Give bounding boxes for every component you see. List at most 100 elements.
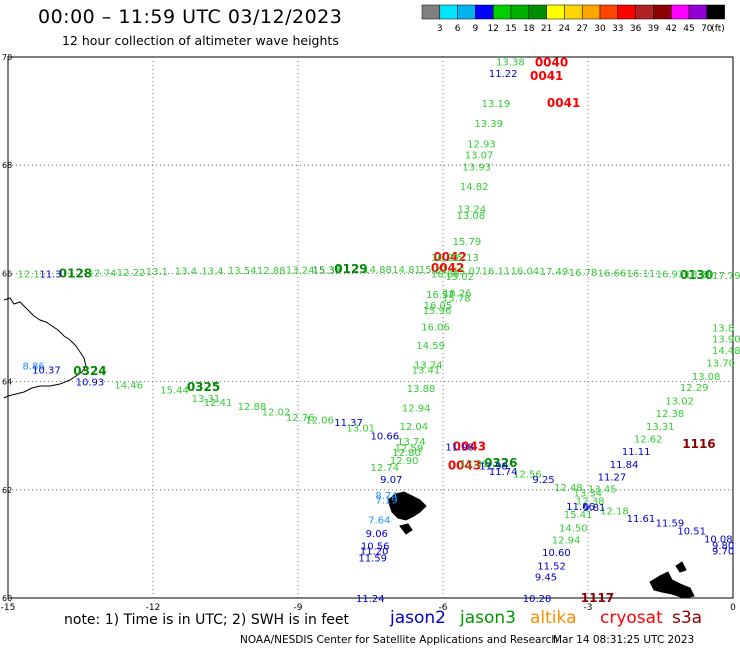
scale-swatch: [706, 4, 725, 20]
scale-tick-label: 33: [612, 24, 623, 34]
wave-height-label: 13.08: [457, 211, 486, 222]
wave-height-label: 10.08: [704, 534, 733, 545]
wave-height-label: 13.4: [201, 267, 223, 278]
coastlines: [3, 297, 695, 599]
wave-height-label: 9.80: [712, 541, 734, 552]
wave-height-label: 12.74: [88, 268, 117, 279]
wave-height-label: 11.3: [39, 269, 61, 280]
scale-tick-label: 24: [559, 24, 571, 34]
wave-height-label: 15.13: [450, 253, 479, 264]
wave-height-label: 12.09: [460, 459, 489, 470]
wave-height-label: 18.88: [685, 270, 714, 281]
wave-height-label: 11.11: [622, 447, 651, 458]
wave-height-label: 12.41: [204, 398, 233, 409]
wave-height-label: 13.74: [397, 437, 426, 448]
wave-height-label: 13.34: [574, 489, 603, 500]
pass-time-label: 0042: [433, 250, 466, 264]
lat-tick-label: 62: [2, 486, 12, 495]
wave-height-label: 16.93: [656, 269, 685, 280]
wave-height-label: 8.86: [23, 361, 45, 372]
wave-height-label: 14.82: [460, 182, 489, 193]
wave-height-label: 14.50: [559, 524, 588, 535]
pass-time-label: 0324: [73, 364, 106, 378]
wave-height-label: 10.66: [371, 432, 400, 443]
wave-height-label: 15.96: [423, 306, 452, 317]
wave-height-label: 11.27: [598, 472, 627, 483]
wave-height-label: 10.51: [677, 526, 706, 537]
wave-height-label: 8.74: [375, 491, 397, 502]
wave-height-label: 13.45: [588, 485, 617, 496]
pass-time-label: 0043: [448, 458, 481, 472]
pass-time-label: 1117: [581, 591, 614, 605]
wave-height-label: 14.48: [712, 346, 740, 357]
wave-height-label: 10.60: [542, 548, 571, 559]
scale-tick-label: 30: [594, 24, 606, 34]
wave-height-label: 12.29: [680, 383, 709, 394]
wave-height-label: 9.25: [532, 475, 554, 486]
wave-height-label: 13.08: [692, 372, 721, 383]
wave-height-label: 11.61: [627, 514, 656, 525]
wave-height-label: 16.89: [431, 269, 460, 280]
wave-height-label: 12.04: [400, 422, 429, 433]
wave-height-label: 11.98: [479, 461, 508, 472]
wave-height-label: 14.59: [416, 341, 445, 352]
wave-height-label: 10.28: [523, 594, 552, 605]
wave-height-label: 12.38: [576, 497, 605, 508]
wave-height-label: 16.78: [569, 268, 598, 279]
wave-height-label: 13.01: [346, 424, 375, 435]
pass-time-label: 0129: [334, 262, 367, 276]
lon-tick-label: 0: [730, 603, 736, 613]
pass-time-label: 0040: [535, 55, 568, 69]
wave-height-label: 11.84: [610, 460, 639, 471]
wave-height-label: 12.38: [656, 409, 685, 420]
shetland-islands: [649, 561, 695, 599]
scale-swatch: [528, 4, 547, 20]
wave-height-label: 10.93: [76, 378, 105, 389]
lon-tick-label: -9: [294, 603, 303, 613]
scale-tick-label: 15: [505, 24, 516, 34]
scale-swatch: [617, 4, 636, 20]
wave-height-label: 12.88: [257, 266, 286, 277]
pass-time-label: 0130: [680, 268, 713, 282]
wave-height-label: 16.11: [482, 267, 511, 278]
color-scale-legend: 3 6 9 12 15 18 21 24 27 30 33 36 39 42 45 70(ft): [421, 4, 725, 34]
wave-height-label: 12.88: [238, 402, 267, 413]
wave-height-label: 11.22: [489, 69, 518, 80]
pass-time-label: 0326: [484, 456, 517, 470]
lat-tick-label: 68: [2, 161, 12, 170]
wave-height-label: 9.45: [535, 572, 557, 583]
scale-tick-label: 42: [665, 24, 676, 34]
wave-height-label: 15.35: [313, 266, 342, 277]
wave-height-label: 7.19: [375, 496, 397, 507]
footnote: note: 1) Time is in UTC; 2) SWH is in fe…: [64, 612, 350, 628]
lon-tick-label: -12: [146, 603, 161, 613]
scale-swatch: [439, 4, 458, 20]
wave-height-label: 13.41: [412, 366, 441, 377]
pass-time-label: 0042: [431, 261, 464, 275]
scale-tick-label: 3: [437, 24, 443, 34]
scale-unit-label: (ft): [711, 24, 725, 34]
scale-swatch: [653, 4, 672, 20]
wave-height-label: 13.90: [712, 334, 740, 345]
wave-height-label: 13.88: [407, 384, 436, 395]
scale-swatch: [492, 4, 512, 20]
wave-height-label: 11.37: [334, 418, 363, 429]
scale-tick-label: 45: [683, 24, 694, 34]
lon-tick-label: -3: [584, 603, 593, 613]
wave-height-label: 16.05: [424, 301, 453, 312]
scale-swatch: [599, 4, 619, 20]
lat-tick-label: 70: [2, 53, 12, 62]
legend-jason2: jason2: [390, 608, 446, 628]
wave-height-label: 12.90: [390, 456, 419, 467]
wave-height-label: 12.06: [305, 415, 334, 426]
map-frame: [7, 56, 734, 599]
scale-swatch: [581, 4, 601, 20]
wave-height-label: 12.1: [18, 269, 40, 280]
wave-height-label: 12.94: [402, 404, 431, 415]
pass-time-label: 0041: [530, 69, 563, 83]
wave-height-label: 13.24: [286, 266, 315, 277]
scale-tick-label: 27: [576, 24, 587, 34]
wave-height-label: 12.80: [392, 448, 421, 459]
wave-height-label: 17.49: [540, 267, 569, 278]
